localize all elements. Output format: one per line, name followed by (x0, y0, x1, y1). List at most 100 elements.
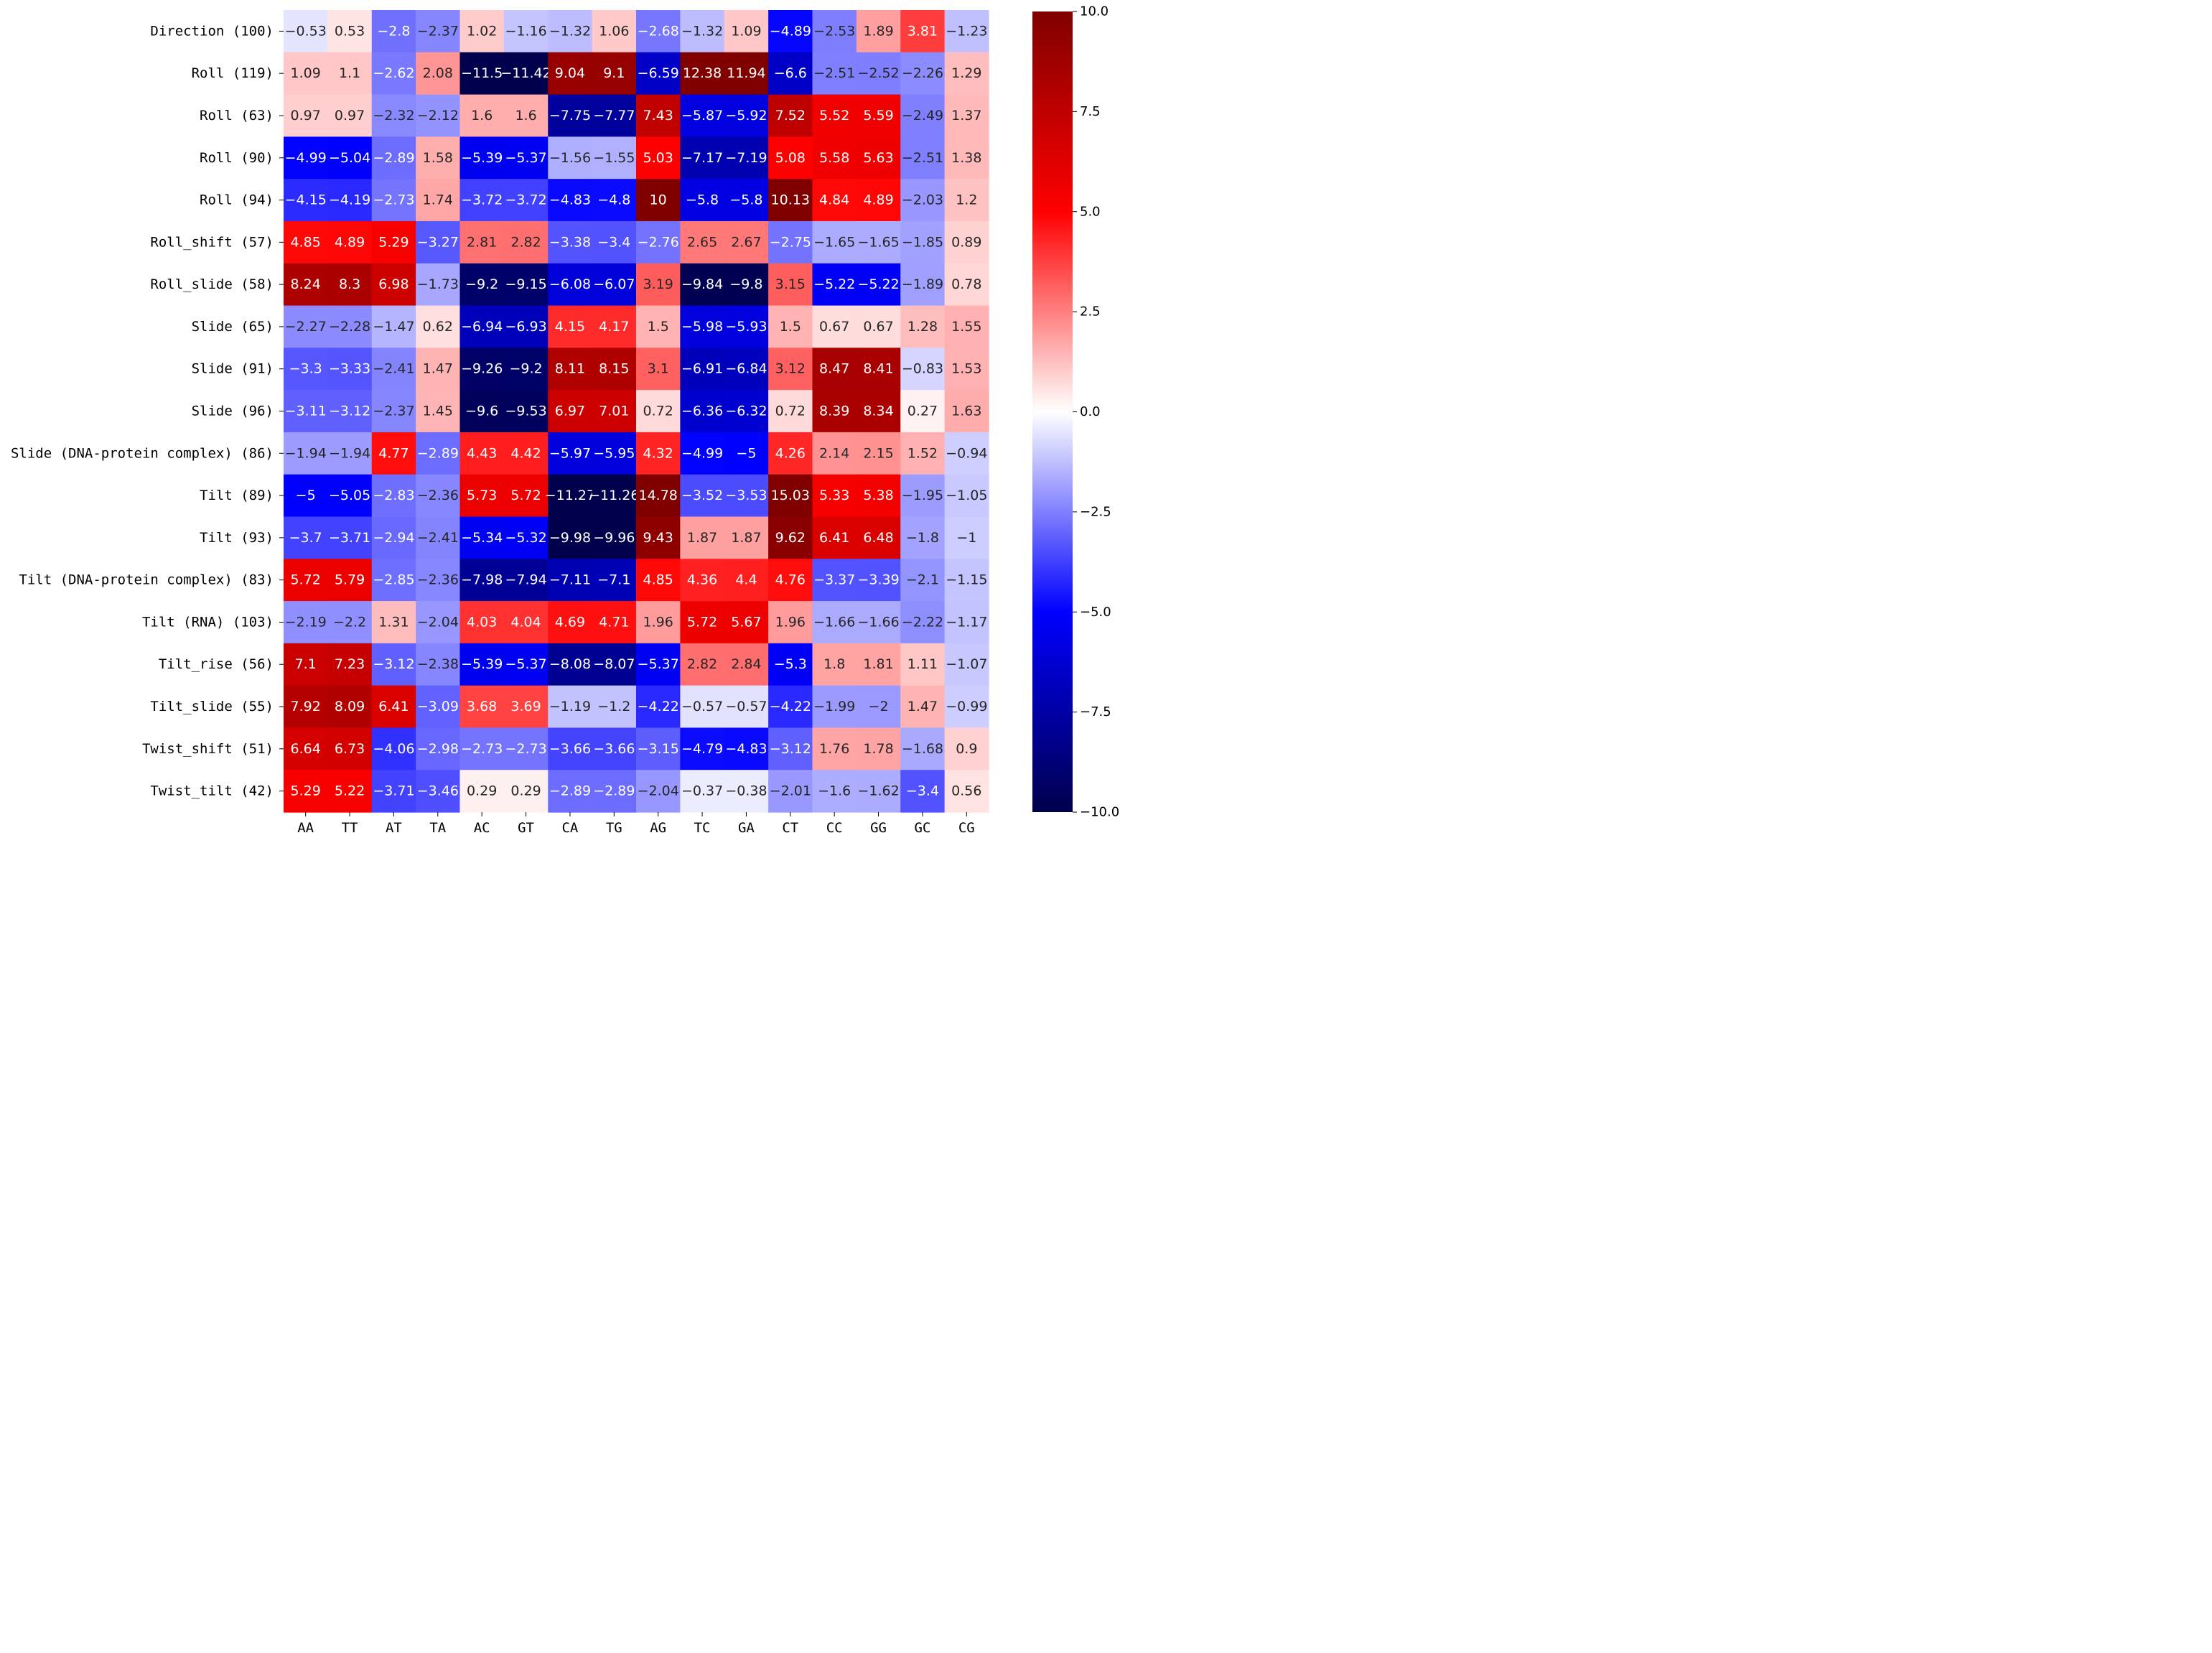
heatmap-cell (503, 474, 549, 518)
cell-value-label: −3.72 (505, 192, 546, 208)
heatmap-cell (812, 179, 857, 222)
column-label: AA (297, 820, 314, 836)
column-label: TA (429, 820, 446, 836)
heatmap-cell (768, 136, 813, 180)
cell-value-label: 5.33 (819, 488, 849, 503)
colorbar-tick-label: −7.5 (1080, 704, 1111, 720)
row-label: Tilt (89) (200, 488, 274, 503)
row-label: Tilt_slide (55) (150, 699, 274, 714)
heatmap-cell (724, 305, 769, 348)
cell-value-label: −2.1 (906, 572, 939, 588)
cell-value-label: 9.62 (775, 530, 806, 546)
cell-value-label: 5.67 (731, 614, 761, 630)
cell-value-label: 4.42 (510, 445, 541, 461)
cell-value-label: −2.49 (902, 108, 943, 124)
cell-value-label: −7.19 (725, 150, 767, 166)
heatmap-cell (503, 643, 549, 686)
heatmap-cell (592, 516, 637, 559)
cell-value-label: 1.1 (339, 65, 360, 81)
heatmap-cell (371, 390, 416, 433)
heatmap-cell (680, 179, 725, 222)
cell-value-label: −6.6 (774, 65, 807, 81)
cell-value-label: 5.79 (335, 572, 365, 588)
heatmap-cell (416, 685, 461, 729)
heatmap-cell (944, 685, 989, 729)
cell-value-label: 6.64 (291, 741, 321, 757)
heatmap-cell (856, 94, 901, 137)
cell-value-label: 7.23 (335, 656, 365, 672)
column-label: TG (606, 820, 622, 836)
heatmap-cell (900, 390, 946, 433)
cell-value-label: 1.89 (863, 23, 893, 39)
heatmap-cell (724, 643, 769, 686)
heatmap-cell (768, 179, 813, 222)
cell-value-label: 4.77 (378, 445, 409, 461)
heatmap-cell (724, 179, 769, 222)
heatmap-cell (812, 263, 857, 307)
heatmap-cells: −0.53 0.53 −2.8 −2.37 1.02 −1.16 −1.32 1.06 −2.6… (284, 10, 989, 813)
heatmap-cell (592, 263, 637, 307)
cell-value-label: 7.01 (599, 404, 629, 419)
cell-value-label: −5.05 (329, 488, 370, 503)
cell-value-label: 4.15 (555, 319, 585, 335)
cell-value-label: −1.73 (417, 276, 459, 292)
cell-value-label: 2.08 (423, 65, 453, 81)
cell-value-label: −3.4 (597, 234, 630, 250)
heatmap-cell (636, 179, 681, 222)
cell-value-label: −2.22 (902, 614, 943, 630)
heatmap-cell (371, 770, 416, 813)
cell-value-label: −2.38 (417, 656, 459, 672)
column-label: AC (474, 820, 490, 836)
heatmap-cell (768, 516, 813, 559)
heatmap-cell (944, 770, 989, 813)
heatmap-cell (812, 685, 857, 729)
cell-value-label: 4.4 (735, 572, 757, 588)
cell-value-label: 1.02 (467, 23, 497, 39)
cell-value-label: 0.97 (335, 108, 365, 124)
heatmap-cell (284, 643, 328, 686)
cell-value-label: 1.87 (731, 530, 761, 546)
row-label: Slide (DNA-protein complex) (86) (11, 445, 274, 461)
cell-value-label: 4.17 (599, 319, 629, 335)
heatmap-cell (636, 559, 681, 602)
heatmap-cell (459, 179, 505, 222)
heatmap-cell (459, 474, 505, 518)
cell-value-label: 9.1 (603, 65, 625, 81)
cell-value-label: 8.24 (291, 276, 321, 292)
cell-value-label: 2.82 (687, 656, 717, 672)
cell-value-label: 1.47 (423, 361, 453, 377)
cell-value-label: 1.38 (951, 150, 981, 166)
cell-value-label: −2.52 (857, 65, 899, 81)
heatmap-cell (459, 516, 505, 559)
heatmap-cell (724, 220, 769, 264)
cell-value-label: −3.12 (373, 656, 414, 672)
cell-value-label: 1.47 (907, 699, 938, 714)
heatmap-cell (548, 685, 593, 729)
cell-value-label: −1.19 (549, 699, 591, 714)
heatmap-chart: −0.53 0.53 −2.8 −2.37 1.02 −1.16 −1.32 1.06 −2.6… (11, 4, 1119, 837)
cell-value-label: 5.58 (819, 150, 849, 166)
cell-value-label: −3.37 (813, 572, 855, 588)
heatmap-cell (503, 305, 549, 348)
colorbar-tick-label: −2.5 (1080, 504, 1111, 519)
cell-value-label: 4.85 (643, 572, 673, 588)
heatmap-cell (548, 643, 593, 686)
heatmap-cell (327, 52, 373, 96)
heatmap-cell (944, 179, 989, 222)
cell-value-label: −2.83 (373, 488, 414, 503)
heatmap-cell (592, 432, 637, 475)
heatmap-cell (371, 263, 416, 307)
heatmap-cell (503, 52, 549, 96)
heatmap-cell (724, 136, 769, 180)
cell-value-label: 1.5 (648, 319, 669, 335)
cell-value-label: −2.53 (813, 23, 855, 39)
cell-value-label: 2.84 (731, 656, 761, 672)
column-label: CG (958, 820, 975, 836)
cell-value-label: −9.15 (505, 276, 546, 292)
cell-value-label: −2.73 (505, 741, 546, 757)
cell-value-label: −4.83 (725, 741, 767, 757)
cell-value-label: −3.4 (906, 783, 939, 799)
cell-value-label: 4.71 (599, 614, 629, 630)
heatmap-cell (284, 136, 328, 180)
heatmap-cell (944, 136, 989, 180)
